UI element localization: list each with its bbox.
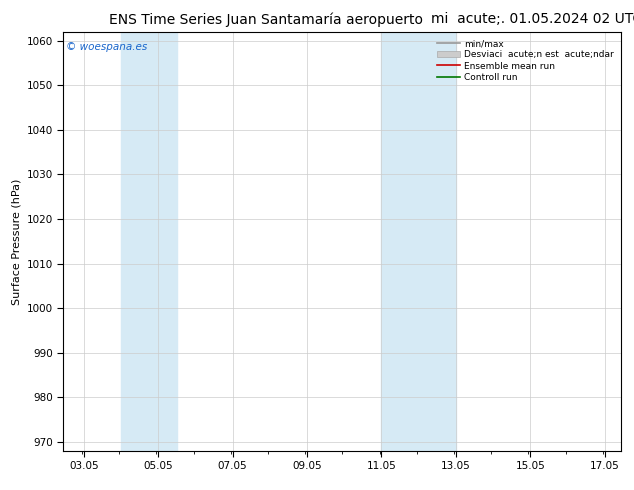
Text: © woespana.es: © woespana.es	[66, 42, 148, 52]
Y-axis label: Surface Pressure (hPa): Surface Pressure (hPa)	[11, 178, 21, 304]
Text: mi  acute;. 01.05.2024 02 UTC: mi acute;. 01.05.2024 02 UTC	[431, 12, 634, 26]
Bar	[382, 32, 456, 451]
Text: ENS Time Series Juan Santamaría aeropuerto: ENS Time Series Juan Santamaría aeropuer…	[109, 12, 424, 27]
Bar	[121, 32, 177, 451]
Legend: min/max, Desviaci  acute;n est  acute;ndar, Ensemble mean run, Controll run: min/max, Desviaci acute;n est acute;ndar…	[434, 36, 617, 85]
